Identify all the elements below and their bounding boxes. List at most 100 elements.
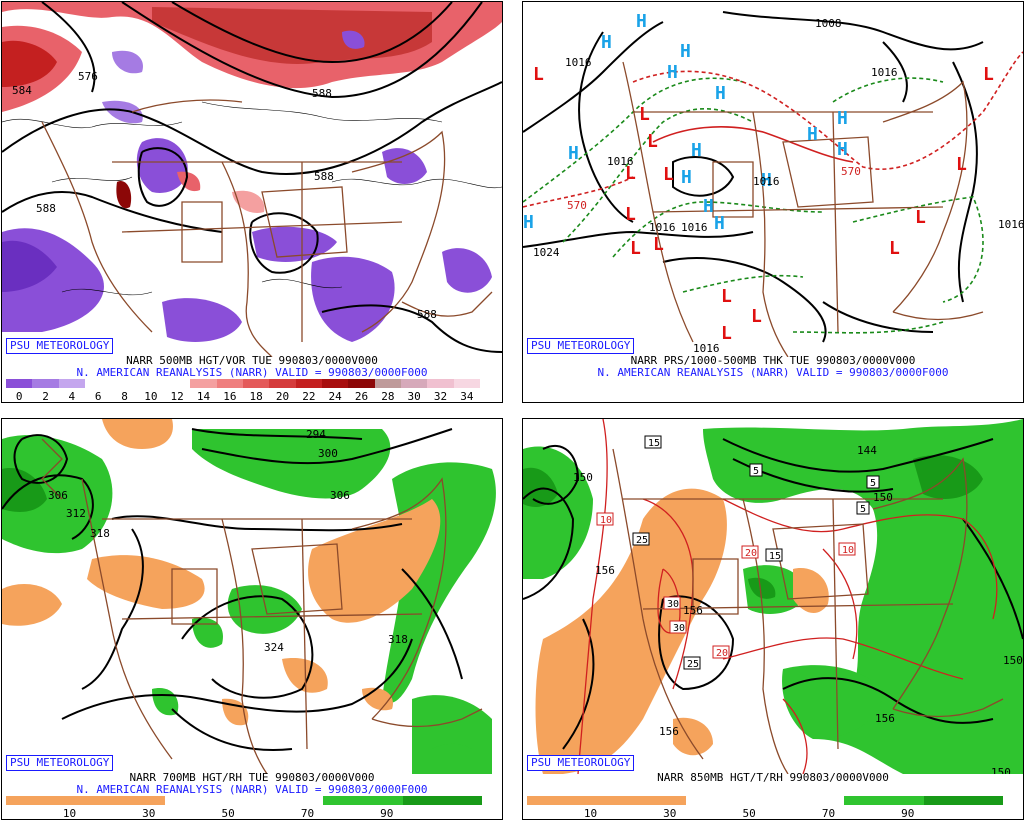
- high-pressure-symbol: H: [568, 143, 579, 164]
- temperature-label: 25: [636, 535, 648, 546]
- psu-meteorology-badge: PSU METEOROLOGY: [6, 755, 114, 771]
- temperature-label: 5: [753, 466, 759, 477]
- height-contours: [2, 2, 502, 353]
- temp-label-box: 15: [644, 435, 662, 449]
- contour-label: 300: [318, 447, 338, 460]
- color-bar-segment: [6, 379, 33, 388]
- high-pressure-symbol: H: [761, 170, 772, 191]
- high-pressure-symbol: H: [667, 62, 678, 83]
- temperature-label: 30: [673, 623, 685, 634]
- color-bar-label: 20: [275, 390, 290, 403]
- temperature-labels: 15 5 5 5 25 30 30 25 10 20 15 10 20: [596, 435, 880, 670]
- temp-label-box: 5: [866, 475, 880, 489]
- psu-meteorology-badge: PSU METEOROLOGY: [6, 338, 114, 354]
- map-500mb: 584 576 588 588 588 588: [2, 2, 502, 357]
- low-pressure-symbol: L: [625, 204, 636, 225]
- contour-label: 570: [841, 165, 861, 178]
- high-pressure-symbol: H: [691, 140, 702, 161]
- color-bar-label: 22: [302, 390, 316, 403]
- high-pressure-symbol: H: [837, 108, 848, 129]
- color-bar-label: 50: [221, 807, 235, 820]
- color-bar-label: 70: [821, 807, 836, 820]
- psu-meteorology-badge: PSU METEOROLOGY: [527, 755, 635, 771]
- psu-meteorology-badge: PSU METEOROLOGY: [527, 338, 635, 354]
- low-pressure-symbol: L: [647, 131, 658, 152]
- contour-label: 294: [306, 428, 326, 441]
- color-bar-label: 12: [170, 390, 184, 403]
- high-pressure-symbol: H: [601, 32, 612, 53]
- low-pressure-symbol: L: [625, 163, 636, 184]
- map-borders: [622, 61, 984, 357]
- contour-label: 588: [417, 308, 437, 321]
- height-contours: [523, 438, 1023, 750]
- color-bar-segment: [6, 796, 46, 805]
- temperature-label: 5: [870, 478, 876, 489]
- temperature-label: 5: [860, 504, 866, 515]
- high-pressure-symbol: H: [681, 167, 692, 188]
- rh-shading: [2, 419, 496, 774]
- low-pressure-symbol: L: [889, 238, 900, 259]
- color-bar-segment: [400, 379, 428, 388]
- low-pressure-symbol: L: [983, 64, 994, 85]
- color-bar: [6, 379, 480, 388]
- contour-label: 1016: [753, 175, 780, 188]
- color-bar-label: 8: [121, 390, 128, 403]
- color-bar-label: 10: [144, 390, 158, 403]
- color-bar-segment: [566, 796, 607, 805]
- color-bar-segment: [363, 796, 403, 805]
- map-850mb: 150 156 144 150 156 156 150 156 150 15 5…: [523, 419, 1023, 774]
- color-bar-label: 16: [223, 390, 237, 403]
- map-caption: NARR PRS/1000-500MB THK TUE 990803/0000V…: [630, 354, 916, 367]
- color-bar-segment: [216, 379, 243, 388]
- map-caption: NARR 500MB HGT/VOR TUE 990803/0000V000: [126, 354, 378, 367]
- contour-label: 150: [873, 491, 893, 504]
- contour-label: 1016: [693, 342, 720, 355]
- color-bar-label: 70: [300, 807, 315, 820]
- contour-label: 144: [857, 444, 877, 457]
- contour-label: 588: [36, 202, 56, 215]
- color-bar-label: 24: [328, 390, 342, 403]
- color-bar-segment: [963, 796, 1004, 805]
- map-sfc-pressure: H H H H H H H H H H H H H H H L L L L L …: [523, 11, 1023, 357]
- low-pressure-symbol: L: [663, 164, 674, 185]
- temp-label-box: 5: [856, 501, 870, 515]
- temp-label-box: 20: [741, 545, 759, 559]
- contour-label: 318: [90, 527, 110, 540]
- temp-label-box: 10: [838, 542, 856, 556]
- contour-label: 1024: [533, 246, 560, 259]
- contour-label: 1016: [871, 66, 898, 79]
- color-bar-label: 30: [663, 807, 677, 820]
- map-borders: [41, 99, 493, 357]
- temp-label-box: 30: [669, 620, 687, 634]
- temperature-label: 10: [600, 515, 612, 526]
- temp-label-box: 20: [712, 645, 730, 659]
- color-bar-segment: [427, 379, 454, 388]
- contour-label: 156: [595, 564, 615, 577]
- color-bar-segment: [58, 379, 85, 388]
- color-bar-segment: [137, 379, 164, 388]
- low-pressure-symbol: L: [639, 104, 650, 125]
- color-bar-segment: [844, 796, 885, 805]
- panel-500mb-vorticity: 584 576 588 588 588 588 PSU METEOROLOGY …: [1, 1, 503, 403]
- color-bar-label: 90: [380, 807, 394, 820]
- contour-label: 150: [1003, 654, 1023, 667]
- contour-label: 156: [659, 725, 679, 738]
- high-pressure-symbol: H: [680, 41, 691, 62]
- color-bar-segment: [32, 379, 59, 388]
- color-bar-label: 0: [15, 390, 23, 403]
- isobars: [523, 11, 984, 343]
- contour-label: 150: [991, 766, 1011, 774]
- thickness-contours: [523, 51, 1023, 334]
- temperature-label: 15: [769, 551, 781, 562]
- contour-label: 588: [312, 87, 332, 100]
- contour-label: 306: [48, 489, 68, 502]
- panel-850mb-temp-rh: 150 156 144 150 156 156 150 156 150 15 5…: [522, 418, 1024, 820]
- temperature-label: 30: [667, 599, 679, 610]
- color-bar-segment: [244, 796, 284, 805]
- low-pressure-symbol: L: [915, 207, 926, 228]
- color-bar-label: 10: [583, 807, 598, 820]
- color-bar-segment: [45, 796, 86, 805]
- color-bar-segment: [85, 796, 126, 805]
- temp-label-box: 30: [663, 596, 681, 610]
- color-bar-segment: [923, 796, 964, 805]
